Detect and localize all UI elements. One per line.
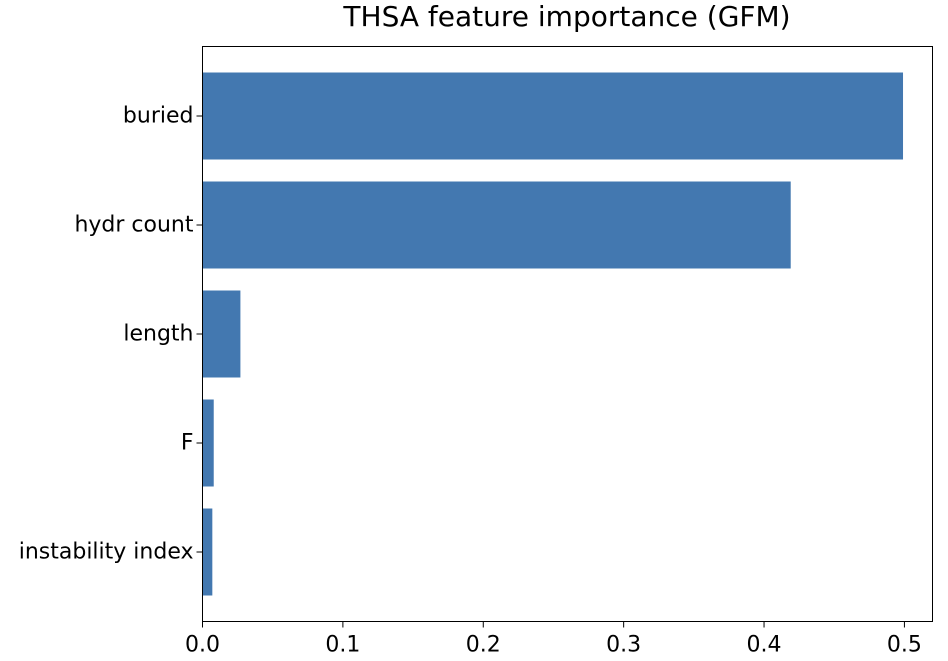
bar-hydr-count bbox=[202, 181, 791, 269]
bar-instability-index bbox=[202, 508, 213, 596]
chart-title: THSA feature importance (GFM) bbox=[342, 0, 790, 33]
x-tick-label: 0.1 bbox=[325, 633, 360, 658]
y-tick-label-f: F bbox=[181, 431, 194, 456]
y-tick-label-hydr-count: hydr count bbox=[74, 213, 193, 238]
y-tick-label-length: length bbox=[123, 322, 193, 347]
bar-f bbox=[202, 399, 214, 487]
x-tick-label: 0.3 bbox=[606, 633, 641, 658]
x-tick-label: 0.2 bbox=[466, 633, 501, 658]
y-tick-label-instability-index: instability index bbox=[19, 540, 194, 565]
plot-frame bbox=[202, 46, 933, 622]
bar-buried bbox=[202, 72, 904, 160]
y-tick-label-buried: buried bbox=[123, 104, 194, 129]
bars-group bbox=[202, 72, 904, 596]
x-tick-label: 0.4 bbox=[747, 633, 782, 658]
bar-length bbox=[202, 290, 241, 378]
x-tick-label: 0.0 bbox=[185, 633, 220, 658]
x-tick-label: 0.5 bbox=[887, 633, 922, 658]
x-axis: 0.0 0.1 0.2 0.3 0.4 0.5 bbox=[185, 621, 922, 658]
